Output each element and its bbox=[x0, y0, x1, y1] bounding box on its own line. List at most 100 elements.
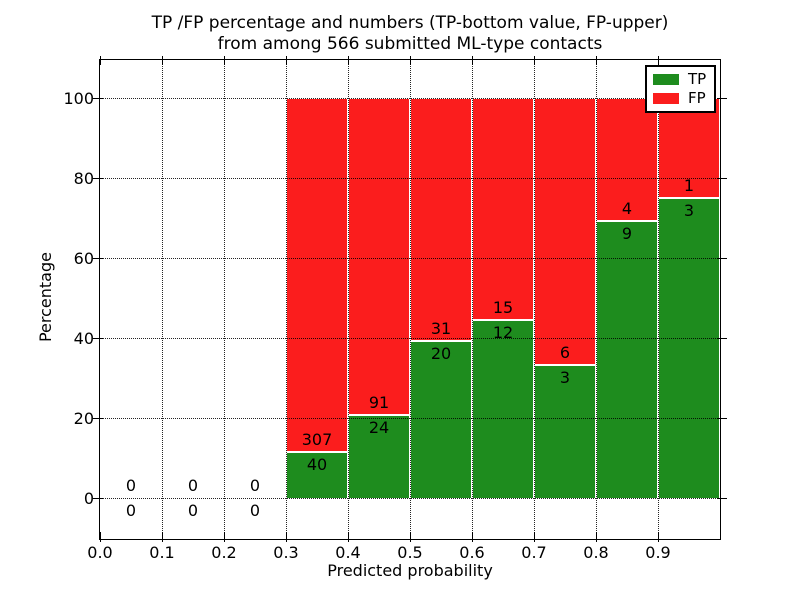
tick-x-bottom-0.6 bbox=[471, 532, 473, 542]
bar-fp-0.4 bbox=[348, 98, 410, 415]
tp-count-label-0.1: 0 bbox=[187, 501, 199, 520]
y-tick-label-40: 40 bbox=[73, 329, 94, 348]
legend-item-fp: FP bbox=[653, 90, 708, 106]
chart-title-line1: TP /FP percentage and numbers (TP-bottom… bbox=[151, 13, 669, 33]
bar-tp-0.9 bbox=[658, 198, 720, 499]
x-axis-label: Predicted probability bbox=[327, 561, 493, 580]
x-tick-label-0.1: 0.1 bbox=[149, 543, 175, 562]
tp-count-label-0: 0 bbox=[125, 501, 137, 520]
tick-y-right-20 bbox=[717, 417, 727, 419]
gridline-x-0.8 bbox=[595, 60, 597, 539]
gridline-y-100 bbox=[100, 97, 720, 99]
bar-tp-0.8 bbox=[596, 221, 658, 499]
gridline-x-0.3 bbox=[285, 60, 287, 539]
tick-x-bottom-0.0 bbox=[99, 532, 101, 542]
tick-y-right-80 bbox=[717, 177, 727, 179]
fp-count-label-0.3: 307 bbox=[301, 429, 333, 449]
fp-swatch-icon bbox=[653, 92, 679, 104]
y-tick-label-20: 20 bbox=[73, 409, 94, 428]
x-tick-label-0.4: 0.4 bbox=[335, 543, 361, 562]
tick-x-bottom-0.2 bbox=[223, 532, 225, 542]
tick-x-top-0.5 bbox=[409, 56, 411, 65]
gridline-y-80 bbox=[100, 177, 720, 179]
tick-y-left-0 bbox=[93, 497, 103, 499]
legend: TP FP bbox=[645, 65, 716, 113]
tp-swatch-icon bbox=[653, 74, 679, 86]
tick-y-right-60 bbox=[717, 257, 727, 259]
bar-tp-0.6 bbox=[472, 320, 534, 499]
x-tick-label-0.8: 0.8 bbox=[583, 543, 609, 562]
fp-count-label-0.5: 31 bbox=[430, 319, 452, 339]
fp-count-label-0.2: 0 bbox=[249, 476, 261, 495]
fp-count-label-0.6: 15 bbox=[492, 298, 514, 318]
x-tick-label-0.6: 0.6 bbox=[459, 543, 485, 562]
tick-y-left-100 bbox=[93, 97, 103, 99]
y-axis-label: Percentage bbox=[36, 252, 55, 343]
tick-x-bottom-0.3 bbox=[285, 532, 287, 542]
fp-count-label-0.4: 91 bbox=[368, 392, 390, 412]
x-tick-label-0.7: 0.7 bbox=[521, 543, 547, 562]
tick-y-left-80 bbox=[93, 177, 103, 179]
x-tick-label-0.3: 0.3 bbox=[273, 543, 299, 562]
tick-x-bottom-0.4 bbox=[347, 532, 349, 542]
x-tick-label-0.2: 0.2 bbox=[211, 543, 237, 562]
tick-x-top-0.9 bbox=[657, 56, 659, 65]
fp-count-label-0.8: 4 bbox=[621, 199, 633, 219]
gridline-y-40 bbox=[100, 337, 720, 339]
tp-count-label-0.3: 40 bbox=[306, 454, 328, 474]
bar-fp-0.6 bbox=[472, 98, 534, 321]
x-tick-label-0.0: 0.0 bbox=[87, 543, 113, 562]
gridline-x-0.6 bbox=[471, 60, 473, 539]
gridline-x-0.2 bbox=[223, 60, 225, 539]
tick-y-left-60 bbox=[93, 257, 103, 259]
tick-x-top-0.1 bbox=[161, 56, 163, 65]
tick-x-top-0.6 bbox=[471, 56, 473, 65]
fp-count-label-0.7: 6 bbox=[559, 342, 571, 362]
tick-x-top-0.4 bbox=[347, 56, 349, 65]
tick-y-right-0 bbox=[717, 497, 727, 499]
tp-count-label-0.9: 3 bbox=[683, 201, 695, 220]
legend-label-tp: TP bbox=[688, 70, 707, 89]
tick-y-left-20 bbox=[93, 417, 103, 419]
fp-count-label-0.1: 0 bbox=[187, 476, 199, 495]
tick-x-top-0.2 bbox=[223, 56, 225, 65]
tick-y-right-40 bbox=[717, 337, 727, 339]
tick-x-bottom-0.5 bbox=[409, 532, 411, 542]
bar-tp-0.4 bbox=[348, 414, 410, 499]
tp-count-label-0.8: 9 bbox=[621, 224, 633, 244]
tick-x-top-0.8 bbox=[595, 56, 597, 65]
tick-y-left-40 bbox=[93, 337, 103, 339]
tp-count-label-0.7: 3 bbox=[559, 367, 571, 387]
bar-tp-0.5 bbox=[410, 341, 472, 499]
tick-x-top-0.3 bbox=[285, 56, 287, 65]
bar-fp-0.7 bbox=[534, 98, 596, 365]
y-tick-label-80: 80 bbox=[73, 169, 94, 188]
bar-tp-0.7 bbox=[534, 364, 596, 499]
gridline-x-0.7 bbox=[533, 60, 535, 539]
tick-x-bottom-0.1 bbox=[161, 532, 163, 542]
tp-count-label-0.4: 24 bbox=[368, 417, 390, 437]
tick-x-bottom-0.8 bbox=[595, 532, 597, 542]
y-tick-label-60: 60 bbox=[73, 249, 94, 268]
gridline-y-20 bbox=[100, 417, 720, 419]
bar-fp-0.3 bbox=[286, 98, 348, 452]
y-tick-label-0: 0 bbox=[83, 489, 94, 508]
chart-title-line2: from among 566 submitted ML-type contact… bbox=[217, 34, 603, 54]
gridline-x-0.1 bbox=[161, 60, 163, 539]
tp-count-label-0.2: 0 bbox=[249, 501, 261, 520]
y-tick-label-100: 100 bbox=[63, 89, 94, 108]
x-tick-label-0.5: 0.5 bbox=[397, 543, 423, 562]
legend-item-tp: TP bbox=[653, 72, 708, 87]
x-tick-label-0.9: 0.9 bbox=[645, 543, 671, 562]
gridline-x-0.9 bbox=[657, 60, 659, 539]
fp-count-label-0: 0 bbox=[125, 476, 137, 495]
tp-count-label-0.5: 20 bbox=[430, 344, 452, 364]
tick-y-right-100 bbox=[717, 97, 727, 99]
tick-x-bottom-0.9 bbox=[657, 532, 659, 542]
tp-count-label-0.6: 12 bbox=[492, 323, 514, 343]
fp-count-label-0.9: 1 bbox=[683, 176, 695, 195]
gridline-y-60 bbox=[100, 257, 720, 259]
tick-x-top-0.7 bbox=[533, 56, 535, 65]
tick-x-bottom-0.7 bbox=[533, 532, 535, 542]
